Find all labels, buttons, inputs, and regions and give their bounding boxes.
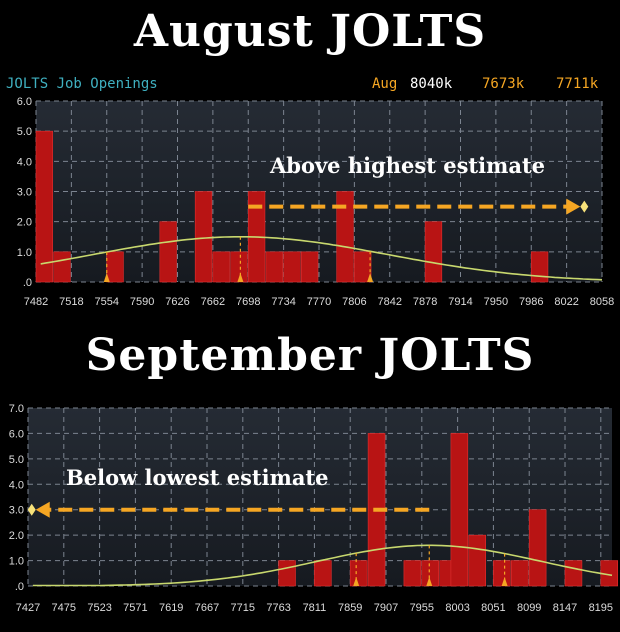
histogram-bar xyxy=(450,433,469,587)
x-tick-label: 7955 xyxy=(410,602,434,614)
x-tick-label: 7806 xyxy=(342,296,366,308)
estimate-marker xyxy=(426,577,433,586)
x-tick-label: 7571 xyxy=(123,602,147,614)
normal-curve xyxy=(40,236,603,281)
estimate-marker xyxy=(237,273,244,282)
estimate-marker xyxy=(353,577,360,586)
x-tick-label: 7986 xyxy=(519,296,543,308)
y-tick-label: 6.0 xyxy=(17,96,32,108)
y-tick-label: 1.0 xyxy=(17,247,32,259)
annotation-arrowhead xyxy=(35,501,50,518)
september-chart: 7.0 6.0 5.0 4.0 3.0 2.0 1.0 .0 7427 7475 7523 7571 7… xyxy=(9,403,619,614)
histogram-bar xyxy=(468,534,486,587)
estimate-marker xyxy=(103,273,110,282)
y-tick-label: 7.0 xyxy=(9,403,24,415)
actual-value-diamond xyxy=(580,200,589,213)
y-tick-label: 3.0 xyxy=(17,187,32,199)
y-tick-label: 1.0 xyxy=(9,556,24,568)
y-tick-label: 4.0 xyxy=(17,156,32,168)
histogram-bar xyxy=(314,560,332,587)
y-tick-label: .0 xyxy=(15,581,24,593)
y-tick-label: 2.0 xyxy=(9,530,24,542)
x-tick-label: 8051 xyxy=(481,602,505,614)
histogram-bar xyxy=(212,251,230,283)
y-tick-label: .0 xyxy=(23,277,32,289)
top-chart-title: August JOLTS xyxy=(133,6,487,57)
x-tick-label: 8195 xyxy=(589,602,613,614)
normal-curve xyxy=(32,544,613,587)
x-tick-label: 7662 xyxy=(201,296,225,308)
x-tick-label: 7907 xyxy=(374,602,398,614)
x-tick-label: 7427 xyxy=(16,602,40,614)
x-tick-label: 7475 xyxy=(52,602,76,614)
estimate-marker xyxy=(501,577,508,586)
x-tick-label: 7667 xyxy=(195,602,219,614)
annotation-arrowhead xyxy=(566,198,581,215)
x-tick-label: 7482 xyxy=(24,296,48,308)
histogram-bar xyxy=(159,221,177,283)
x-tick-label: 7734 xyxy=(271,296,295,308)
histogram-bar xyxy=(530,251,549,283)
histogram-bar xyxy=(278,560,296,587)
y-tick-label: 6.0 xyxy=(9,428,24,440)
plot-area xyxy=(28,408,612,586)
histogram-bar xyxy=(336,191,354,283)
x-tick-label: 7842 xyxy=(378,296,402,308)
x-tick-label: 7626 xyxy=(165,296,189,308)
x-tick-label: 7770 xyxy=(307,296,331,308)
annotation-text: Below lowest estimate xyxy=(66,465,329,490)
august-chart: 6.0 5.0 4.0 3.0 2.0 1.0 .0 7482 7518 7554 7590 7626… xyxy=(17,96,615,308)
actual-value-diamond xyxy=(27,503,36,516)
header-bar: JOLTS Job Openings Aug 8040k 7673k 7711k xyxy=(0,72,620,96)
x-tick-label: 7914 xyxy=(448,296,472,308)
x-tick-label: 7763 xyxy=(266,602,290,614)
histogram-bar xyxy=(424,221,443,283)
x-tick-label: 7950 xyxy=(484,296,508,308)
estimate-marker xyxy=(367,273,374,282)
x-tick-label: 7518 xyxy=(59,296,83,308)
histogram-bar xyxy=(528,509,547,587)
bottom-chart-title: September JOLTS xyxy=(85,330,535,381)
x-tick-label: 8058 xyxy=(590,296,614,308)
y-tick-label: 5.0 xyxy=(17,126,32,138)
series-label: JOLTS Job Openings xyxy=(6,76,158,92)
x-tick-label: 7523 xyxy=(87,602,111,614)
histogram-bar xyxy=(564,560,583,587)
x-tick-label: 8022 xyxy=(554,296,578,308)
x-tick-label: 7698 xyxy=(236,296,260,308)
y-tick-label: 5.0 xyxy=(9,454,24,466)
histogram-bar xyxy=(493,560,511,587)
histogram-bar xyxy=(301,251,319,283)
histogram-bar xyxy=(53,251,71,283)
x-tick-label: 7554 xyxy=(95,296,119,308)
x-tick-label: 7590 xyxy=(130,296,154,308)
histogram-bar xyxy=(349,560,368,587)
annotation-text: Above highest estimate xyxy=(269,153,545,178)
x-tick-label: 7715 xyxy=(231,602,255,614)
x-tick-label: 7859 xyxy=(338,602,362,614)
actual-value: 8040k xyxy=(410,76,453,92)
histogram-bar xyxy=(511,560,529,587)
x-tick-label: 7811 xyxy=(303,602,327,614)
histogram-bar xyxy=(106,251,124,283)
histogram-bar xyxy=(35,130,53,283)
x-tick-label: 8147 xyxy=(553,602,577,614)
histogram-bar xyxy=(283,251,301,283)
x-tick-label: 8003 xyxy=(445,602,469,614)
x-tick-label: 7878 xyxy=(413,296,437,308)
x-tick-label: 7619 xyxy=(159,602,183,614)
y-tick-label: 2.0 xyxy=(17,217,32,229)
histogram-bar xyxy=(354,251,372,283)
histogram-bar xyxy=(194,191,213,283)
period-label: Aug xyxy=(372,76,398,92)
x-tick-label: 8099 xyxy=(517,602,541,614)
y-tick-label: 3.0 xyxy=(9,505,24,517)
average-value: 7711k xyxy=(556,76,599,92)
histogram-bar xyxy=(265,251,283,283)
median-value: 7673k xyxy=(482,76,525,92)
y-tick-label: 4.0 xyxy=(9,479,24,491)
histogram-bar xyxy=(403,560,422,587)
